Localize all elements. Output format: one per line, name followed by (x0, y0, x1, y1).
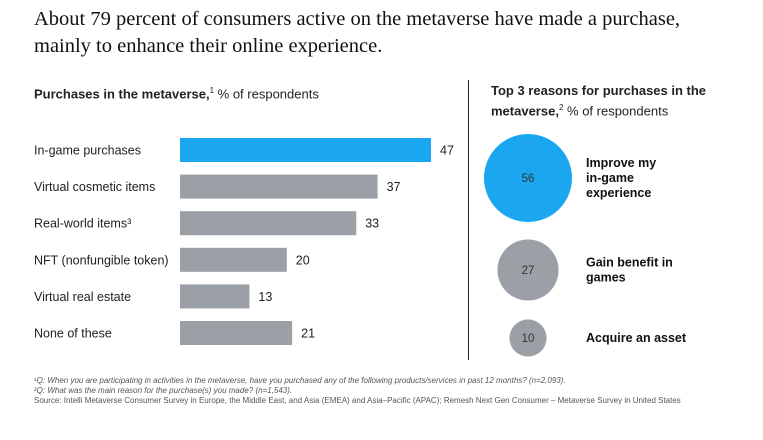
bar-value-label: 21 (301, 327, 315, 341)
footnote-1: ¹Q: When you are participating in activi… (34, 376, 734, 386)
footnote-2: ²Q: What was the main reason for the pur… (34, 386, 734, 396)
bubble-category-label-line: Gain benefit in (586, 256, 673, 270)
bubble-category-label: Improve my in-game experience (586, 156, 656, 200)
bar (180, 321, 293, 345)
bubble-category-label-line: games (586, 271, 626, 285)
bar-chart-title-footnote-mark: 1 (209, 86, 215, 95)
bubble-category-label-line: Improve my (586, 156, 656, 170)
bar-chart-title: Purchases in the metaverse,1 % of respon… (34, 82, 319, 102)
bubble-category-label-line: experience (586, 186, 651, 200)
bubble-chart-title-footnote-mark: 2 (558, 103, 564, 112)
bar-value-label: 37 (387, 180, 401, 194)
footnote-1-text: Q: When you are participating in activit… (36, 376, 566, 385)
bar-category-label: Real-world items³ (34, 217, 131, 231)
bar-value-label: 13 (258, 290, 272, 304)
bar-category-label: Virtual real estate (34, 290, 131, 304)
footnote-2-mark: ² (34, 386, 37, 395)
headline: About 79 percent of consumers active on … (34, 8, 681, 57)
footnote-1-mark: ¹ (34, 376, 37, 385)
bubble-category-label-line: Acquire an asset (586, 331, 687, 345)
bubble-value-label: 56 (522, 173, 535, 185)
source-note: Source: Intelli Metaverse Consumer Surve… (34, 396, 681, 405)
bubble-value-label: 27 (522, 265, 535, 277)
bar-chart: In-game purchases 47 Virtual cosmetic item… (34, 138, 454, 345)
bubble-category-label: Acquire an asset (586, 331, 687, 345)
bubble-chart-title: Top 3 reasons for purchases in the metav… (491, 82, 751, 119)
bar-category-label: In-game purchases (34, 144, 141, 158)
bar-value-label: 47 (440, 144, 454, 158)
bubble-chart-title-unit: % of respondents (563, 103, 669, 119)
bar-chart-title-bold: Purchases in the metaverse, (34, 86, 210, 102)
bubble-value-label: 10 (522, 333, 535, 345)
bubble (484, 134, 572, 222)
bubble (509, 319, 547, 357)
panel-divider (468, 80, 469, 360)
bar (180, 211, 357, 236)
bubble-chart-title-bold: Top 3 reasons for purchases in the metav… (491, 83, 707, 119)
bar-category-label: NFT (nonfungible token) (34, 253, 169, 267)
bubble (497, 239, 559, 301)
bar-category-label: None of these (34, 327, 112, 341)
bar-category-label: Virtual cosmetic items (34, 180, 155, 194)
bubble-category-label-line: in-game (586, 171, 634, 185)
bar (180, 284, 250, 309)
bar-value-label: 20 (296, 253, 310, 267)
bubble-category-label: Gain benefit in games (586, 256, 673, 285)
bar (180, 138, 431, 162)
bar (180, 247, 287, 272)
footnotes: ¹Q: When you are participating in activi… (34, 376, 734, 406)
bubble-chart: 56 Improve my in-game experience 27 Gain bene… (484, 134, 687, 357)
bar (180, 174, 378, 199)
bar-value-label: 33 (365, 217, 379, 231)
bar-chart-title-unit: % of respondents (214, 86, 319, 102)
footnote-2-text: Q: What was the main reason for the purc… (36, 386, 293, 395)
